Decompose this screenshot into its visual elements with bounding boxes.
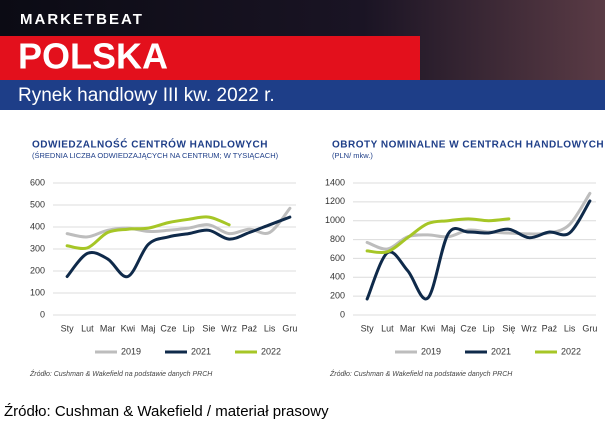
x-tick-label: Maj	[441, 323, 456, 333]
brand: MARKETBEAT	[20, 11, 144, 28]
y-tick-label: 200	[30, 265, 45, 275]
legend-label: 2022	[561, 346, 581, 356]
series-line	[65, 206, 292, 239]
x-tick-label: Się	[502, 323, 515, 333]
x-tick-label: Sty	[361, 323, 375, 333]
x-tick-label: Mar	[400, 323, 416, 333]
y-tick-label: 1400	[325, 177, 345, 187]
header-red-band	[0, 36, 420, 80]
x-tick-label: Kwi	[121, 323, 136, 333]
x-tick-label: Kwi	[421, 323, 436, 333]
x-tick-label: Wrz	[521, 323, 537, 333]
x-tick-label: Sty	[61, 323, 75, 333]
y-tick-label: 0	[40, 309, 45, 319]
y-tick-label: 600	[330, 253, 345, 263]
header-subtitle: Rynek handlowy III kw. 2022 r.	[18, 85, 275, 106]
x-tick-label: Cze	[160, 323, 176, 333]
x-tick-label: Maj	[141, 323, 156, 333]
x-tick-label: Gru	[582, 323, 597, 333]
x-tick-label: Lut	[81, 323, 94, 333]
legend-label: 2022	[261, 346, 281, 356]
x-tick-label: Wrz	[221, 323, 237, 333]
y-tick-label: 300	[30, 243, 45, 253]
y-tick-label: 500	[30, 199, 45, 209]
chart-subtitle: (PLN/ mkw.)	[332, 151, 373, 160]
legend-label: 2021	[491, 346, 511, 356]
x-tick-label: Cze	[460, 323, 476, 333]
series-line	[365, 217, 511, 255]
y-tick-label: 800	[330, 234, 345, 244]
y-tick-label: 1200	[325, 196, 345, 206]
x-tick-label: Paź	[542, 323, 558, 333]
chart-subtitle: (ŚREDNIA LICZBA ODWIEDZAJĄCYCH NA CENTRU…	[32, 151, 279, 160]
legend-label: 2019	[421, 346, 441, 356]
x-tick-label: Lip	[483, 323, 495, 333]
country: POLSKA	[18, 36, 168, 77]
footer: Źródło: Cushman & Wakefield / materiał p…	[4, 403, 329, 420]
x-tick-label: Lis	[564, 323, 576, 333]
x-tick-label: Lut	[381, 323, 394, 333]
y-tick-label: 600	[30, 177, 45, 187]
series-line	[365, 199, 592, 301]
legend-label: 2021	[191, 346, 211, 356]
y-tick-label: 0	[340, 309, 345, 319]
legend-label: 2019	[121, 346, 141, 356]
x-tick-label: Lip	[183, 323, 195, 333]
y-tick-label: 1000	[325, 215, 345, 225]
series-line	[65, 215, 292, 279]
chart-source: Źródło: Cushman & Wakefield na podstawie…	[329, 369, 513, 378]
chart-title: OBROTY NOMINALNE W CENTRACH HANDLOWYCH	[332, 140, 604, 151]
header-blue-band	[0, 80, 605, 110]
x-tick-label: Paź	[242, 323, 258, 333]
x-tick-label: Lis	[264, 323, 276, 333]
chart-title: ODWIEDZALNOŚĆ CENTRÓW HANDLOWYCH	[32, 138, 268, 151]
x-tick-label: Sie	[202, 323, 215, 333]
series-line	[65, 215, 231, 251]
x-tick-label: Gru	[282, 323, 297, 333]
chart-source: Źródło: Cushman & Wakefield na podstawie…	[29, 369, 213, 378]
y-tick-label: 100	[30, 287, 45, 297]
y-tick-label: 400	[330, 272, 345, 282]
x-tick-label: Mar	[100, 323, 116, 333]
y-tick-label: 400	[30, 221, 45, 231]
y-tick-label: 200	[330, 291, 345, 301]
